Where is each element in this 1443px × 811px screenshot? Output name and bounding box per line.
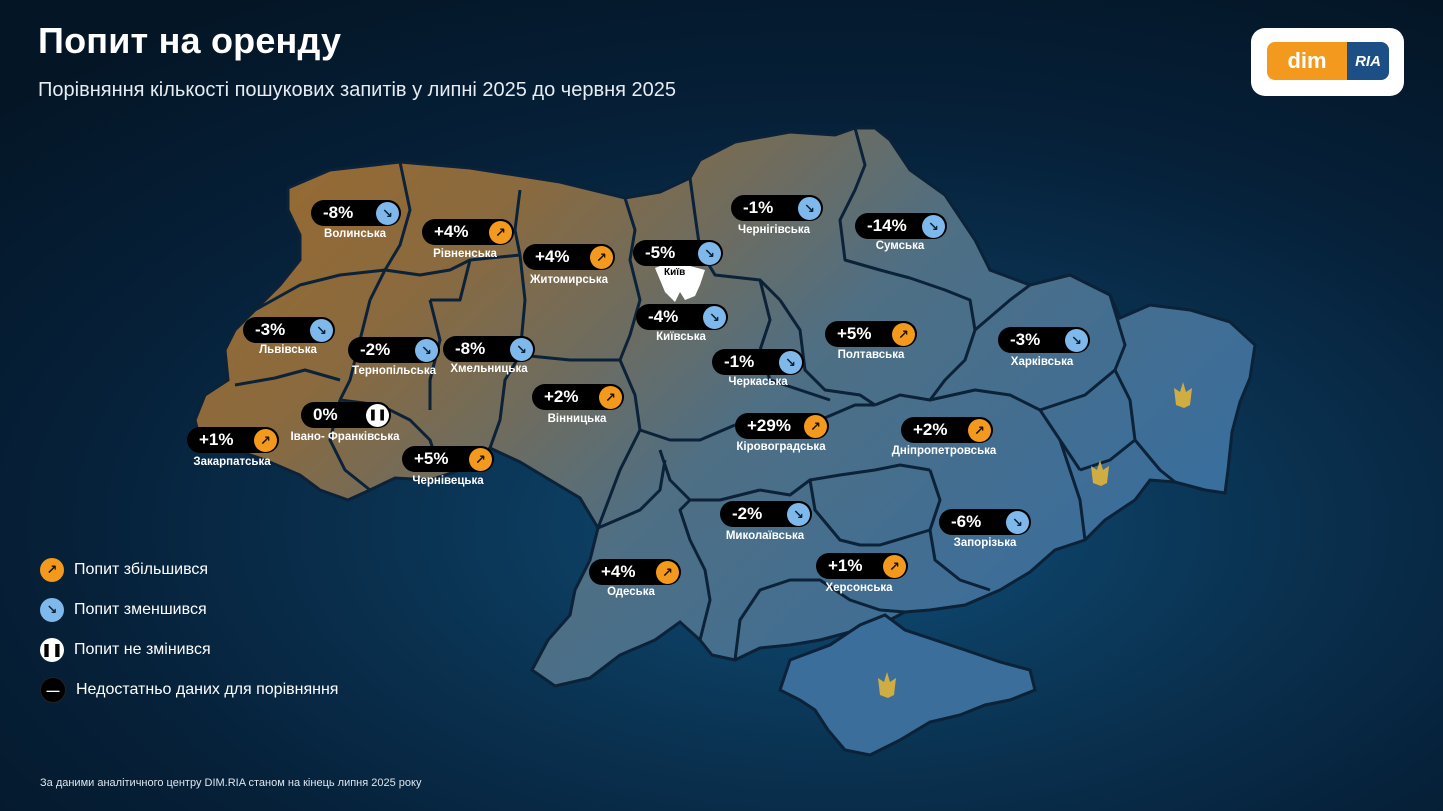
tryzub-icon xyxy=(878,382,1192,698)
arrow-up-right-icon: ↗ xyxy=(469,447,492,471)
label-vinnytska: Вінницька xyxy=(547,413,607,425)
arrow-down-right-icon: ↘ xyxy=(798,196,821,220)
pause-icon: ❚❚ xyxy=(40,638,64,662)
legend-item-increase: ↗ Попит збільшився xyxy=(40,558,338,582)
label-zakarpatska: Закарпатська xyxy=(193,456,271,468)
legend-item-decrease: ↘ Попит зменшився xyxy=(40,598,338,622)
badge-kyiv[interactable]: -5% ↘ xyxy=(633,240,723,266)
arrow-up-right-icon: ↗ xyxy=(599,385,622,409)
badge-sumska[interactable]: -14% ↘ xyxy=(855,213,947,239)
badge-zakarpatska[interactable]: +1% ↗ xyxy=(187,427,279,453)
label-poltavska: Полтавська xyxy=(837,349,905,361)
badge-zaporizka[interactable]: -6% ↘ xyxy=(939,509,1031,535)
arrow-down-right-icon: ↘ xyxy=(376,201,399,225)
arrow-up-right-icon: ↗ xyxy=(968,418,991,442)
label-odeska: Одеська xyxy=(607,586,655,598)
arrow-up-right-icon: ↗ xyxy=(254,428,277,452)
source-note: За даними аналітичного центру DIM.RIA ст… xyxy=(40,777,422,789)
arrow-down-right-icon: ↘ xyxy=(922,214,945,238)
label-sumska: Сумська xyxy=(875,240,925,252)
label-zaporizka: Запорізька xyxy=(953,537,1017,549)
badge-cherkaska[interactable]: -1% ↘ xyxy=(712,349,804,375)
dimria-logo[interactable]: dim RIA xyxy=(1251,28,1404,96)
mainland-shape xyxy=(193,126,1257,688)
badge-khersonska[interactable]: +1% ↗ xyxy=(816,553,908,579)
badge-chernivetska[interactable]: +5% ↗ xyxy=(402,446,494,472)
crimea-shape xyxy=(778,613,1037,757)
arrow-up-right-icon: ↗ xyxy=(590,245,613,269)
label-khmelnytska: Хмельницька xyxy=(450,363,528,375)
page-subtitle: Порівняння кількості пошукових запитів у… xyxy=(38,79,676,101)
label-kharkivska: Харківська xyxy=(1010,356,1074,368)
pause-icon: ❚❚ xyxy=(366,403,389,427)
badge-ivano-frankivska[interactable]: 0% ❚❚ xyxy=(301,402,391,428)
logo-dim: dim xyxy=(1267,42,1347,80)
badge-odeska[interactable]: +4% ↗ xyxy=(589,559,681,585)
arrow-down-right-icon: ↘ xyxy=(779,350,802,374)
arrow-up-right-icon: ↗ xyxy=(489,220,512,244)
arrow-up-right-icon: ↗ xyxy=(892,322,915,346)
page-title: Попит на оренду xyxy=(38,20,342,61)
label-kyivska: Київська xyxy=(656,331,706,343)
legend-item-nochange: ❚❚ Попит не змінився xyxy=(40,638,338,662)
label-cherkaska: Черкаська xyxy=(728,376,788,388)
arrow-down-right-icon: ↘ xyxy=(40,598,64,622)
label-rivnenska: Рівненська xyxy=(433,248,497,260)
legend: ↗ Попит збільшився ↘ Попит зменшився ❚❚ … xyxy=(40,558,338,718)
arrow-down-right-icon: ↘ xyxy=(1065,328,1088,352)
badge-ternopilska[interactable]: -2% ↘ xyxy=(348,337,440,363)
logo-ria: RIA xyxy=(1347,42,1389,80)
label-mykolaivska: Миколаївська xyxy=(725,530,805,542)
badge-dnipropetrovska[interactable]: +2% ↗ xyxy=(901,417,993,443)
kyiv-city-shape xyxy=(655,262,705,302)
badge-kyivska[interactable]: -4% ↘ xyxy=(636,304,728,330)
badge-kirovohradska[interactable]: +29% ↗ xyxy=(735,413,829,439)
arrow-down-right-icon: ↘ xyxy=(1006,510,1029,534)
arrow-down-right-icon: ↘ xyxy=(698,241,721,265)
badge-volynska[interactable]: -8% ↘ xyxy=(311,200,401,226)
arrow-down-right-icon: ↘ xyxy=(310,318,333,342)
arrow-down-right-icon: ↘ xyxy=(787,502,810,526)
label-ivano-frankivska: Івано- Франківська xyxy=(290,431,400,443)
label-volynska: Волинська xyxy=(324,228,386,240)
arrow-down-right-icon: ↘ xyxy=(510,337,533,361)
arrow-up-right-icon: ↗ xyxy=(656,560,679,584)
arrow-up-right-icon: ↗ xyxy=(883,554,906,578)
badge-lvivska[interactable]: -3% ↘ xyxy=(243,317,335,343)
badge-zhytomyrska[interactable]: +4% ↗ xyxy=(523,244,615,270)
badge-khmelnytska[interactable]: -8% ↘ xyxy=(443,336,535,362)
legend-item-nodata: — Недостатньо даних для порівняння xyxy=(40,677,338,703)
arrow-down-right-icon: ↘ xyxy=(415,338,438,362)
label-zhytomyrska: Житомирська xyxy=(529,274,609,286)
label-chernihivska: Чернігівська xyxy=(737,224,811,236)
label-ternopilska: Тернопільська xyxy=(352,365,436,377)
label-lvivska: Львівська xyxy=(259,344,317,356)
label-kyiv: Київ xyxy=(664,267,686,278)
label-khersonska: Херсонська xyxy=(825,582,893,594)
badge-vinnytska[interactable]: +2% ↗ xyxy=(532,384,624,410)
label-dnipropetrovska: Дніпропетровська xyxy=(891,445,997,457)
minus-icon: — xyxy=(40,677,66,703)
arrow-up-right-icon: ↗ xyxy=(40,558,64,582)
arrow-down-right-icon: ↘ xyxy=(703,305,726,329)
badge-kharkivska[interactable]: -3% ↘ xyxy=(998,327,1090,353)
label-chernivetska: Чернівецька xyxy=(412,475,484,487)
badge-mykolaivska[interactable]: -2% ↘ xyxy=(720,501,812,527)
badge-poltavska[interactable]: +5% ↗ xyxy=(825,321,917,347)
arrow-up-right-icon: ↗ xyxy=(804,414,827,438)
label-kirovohradska: Кіровоградська xyxy=(736,441,826,453)
badge-rivnenska[interactable]: +4% ↗ xyxy=(422,219,514,245)
badge-chernihivska[interactable]: -1% ↘ xyxy=(731,195,823,221)
